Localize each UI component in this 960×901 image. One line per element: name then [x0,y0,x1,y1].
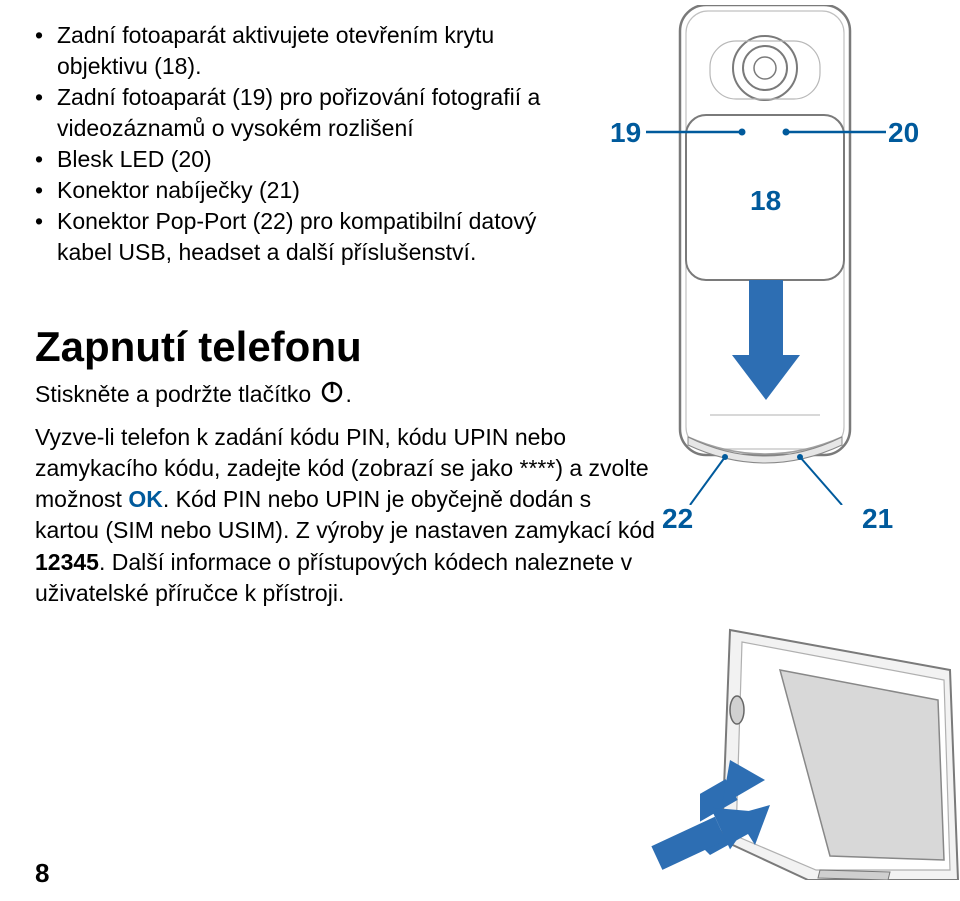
bullet-item: • Zadní fotoaparát (19) pro pořizování f… [35,82,574,144]
bullet-dot: • [35,20,57,82]
callout-18: 18 [750,185,781,216]
page-number: 8 [35,858,49,889]
bullet-text: Zadní fotoaparát aktivujete otevřením kr… [57,20,574,82]
phone-bottom-diagram-area [676,288,925,608]
callout-20: 20 [888,117,919,148]
bullet-item: • Konektor nabíječky (21) [35,175,574,206]
callout-19: 19 [610,117,641,148]
bullet-dot: • [35,82,57,144]
bullet-item: • Blesk LED (20) [35,144,574,175]
arrow-to-power-button [640,780,780,880]
bullet-dot: • [35,206,57,268]
body-p1c: . Další informace o přístupových kódech … [35,549,632,606]
bullet-item: • Zadní fotoaparát aktivujete otevřením … [35,20,574,82]
section-heading: Zapnutí telefonu [35,323,661,371]
sub-pre: Stiskněte a podržte tlačítko [35,381,311,407]
bullet-text: Konektor nabíječky (21) [57,175,300,206]
bullet-text: Blesk LED (20) [57,144,212,175]
bullet-dot: • [35,175,57,206]
bullet-dot: • [35,144,57,175]
power-instruction: Stiskněte a podržte tlačítko . [35,379,661,412]
sub-post: . [346,381,352,407]
power-icon [320,380,344,412]
text-column: • Zadní fotoaparát aktivujete otevřením … [35,20,589,268]
bullet-text: Konektor Pop-Port (22) pro kompatibilní … [57,206,574,268]
bullet-text: Zadní fotoaparát (19) pro pořizování fot… [57,82,574,144]
bullet-item: • Konektor Pop-Port (22) pro kompatibiln… [35,206,574,268]
default-code: 12345 [35,549,99,575]
